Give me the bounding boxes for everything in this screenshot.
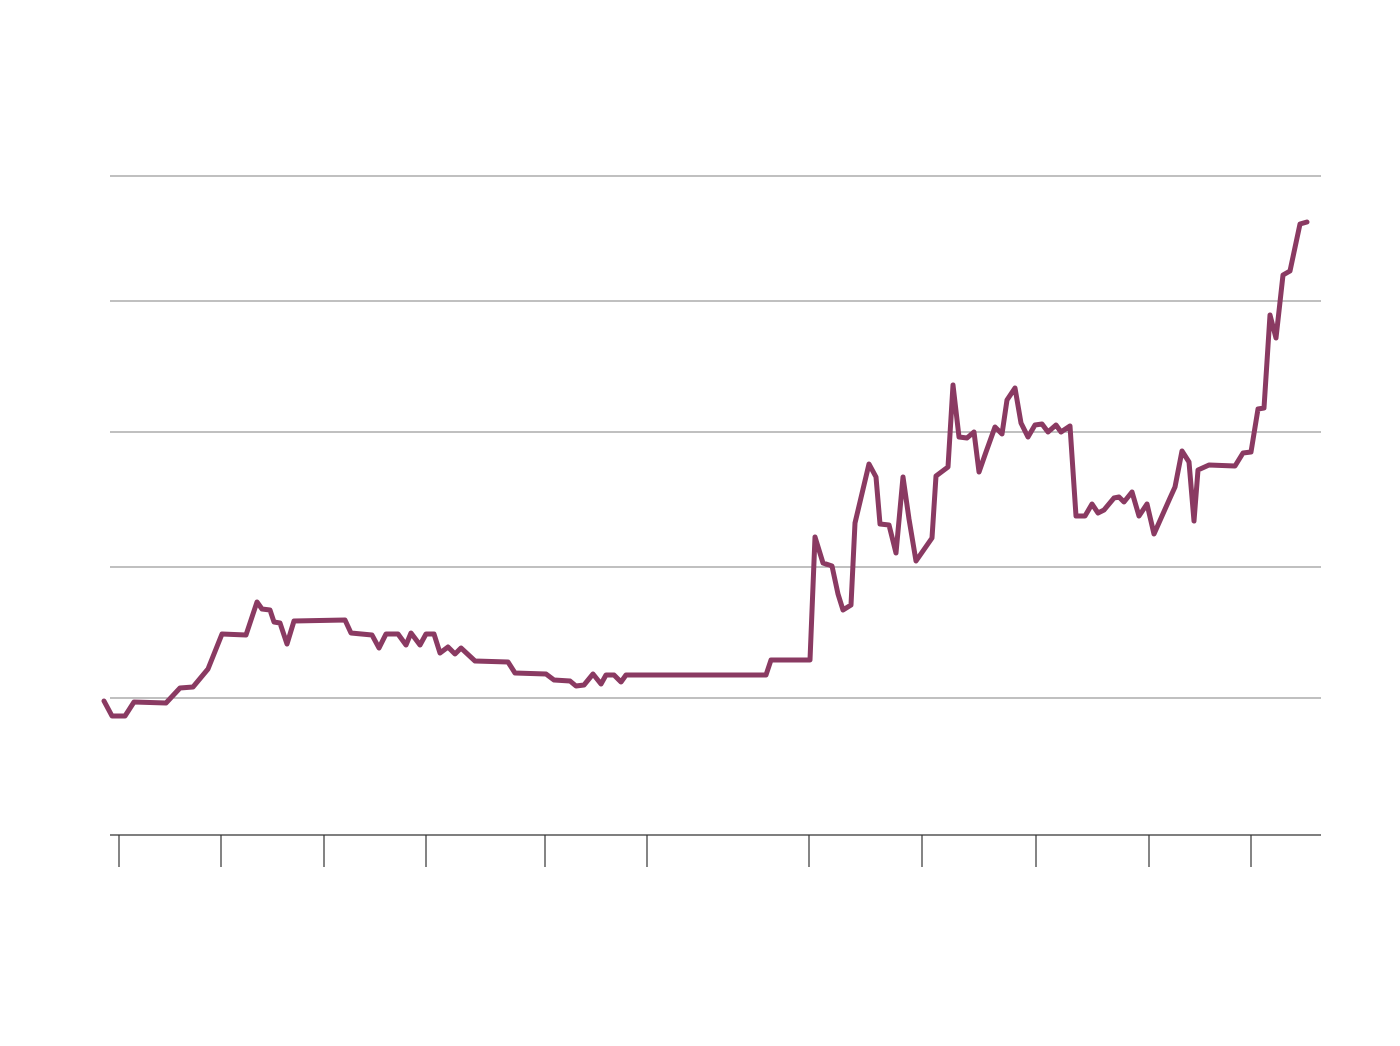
data-line bbox=[101, 219, 1310, 719]
